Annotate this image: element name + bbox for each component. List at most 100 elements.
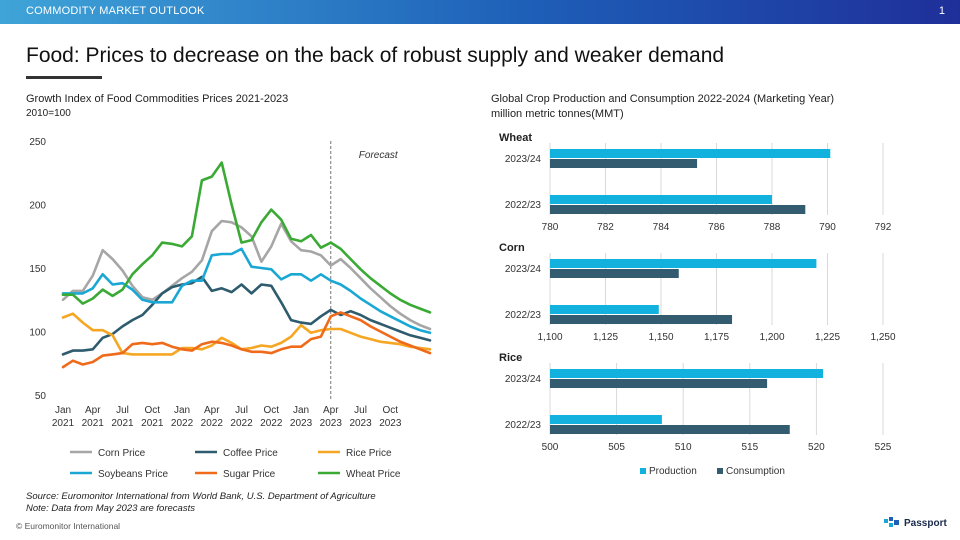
x-tick-year: 2023 bbox=[290, 418, 313, 429]
x-tick-month: Jan bbox=[174, 405, 190, 416]
panel-title: Wheat bbox=[499, 132, 532, 144]
category-label: 2022/23 bbox=[505, 200, 542, 211]
bar-consumption-2023-24 bbox=[550, 379, 768, 388]
x-tick-label: 505 bbox=[608, 442, 625, 453]
x-tick-month: Oct bbox=[383, 405, 399, 416]
x-tick-year: 2023 bbox=[349, 418, 372, 429]
x-tick-label: 510 bbox=[675, 442, 692, 453]
x-tick-year: 2022 bbox=[260, 418, 283, 429]
price-index-line-chart: 50 100 150 200 250 Forecast Jan 2021 Apr 2021 Jul 2… bbox=[29, 137, 432, 480]
source-footnote: Source: Euromonitor International from W… bbox=[26, 491, 376, 502]
x-tick-label: 786 bbox=[708, 222, 725, 233]
forecast-label: Forecast bbox=[359, 150, 399, 161]
x-tick-month: Jan bbox=[55, 405, 71, 416]
legend-label: Production bbox=[649, 466, 697, 477]
x-tick-year: 2022 bbox=[230, 418, 253, 429]
series-line-wheat-price bbox=[61, 161, 432, 314]
left-chart-title: Growth Index of Food Commodities Prices … bbox=[26, 93, 289, 105]
x-tick-year: 2022 bbox=[171, 418, 194, 429]
x-tick-label: 792 bbox=[875, 222, 892, 233]
x-tick-label: 1,200 bbox=[759, 332, 784, 343]
passport-logo: Passport bbox=[884, 517, 947, 529]
legend-label: Soybeans Price bbox=[98, 469, 168, 480]
legend-label: Wheat Price bbox=[346, 469, 401, 480]
x-tick-month: Jul bbox=[116, 405, 129, 416]
y-tick-label: 100 bbox=[29, 328, 46, 339]
series-line-coffee-price bbox=[61, 275, 432, 356]
note-footnote: Note: Data from May 2023 are forecasts bbox=[26, 503, 195, 514]
right-chart-title: Global Crop Production and Consumption 2… bbox=[491, 93, 835, 105]
series-line-rice-price bbox=[61, 312, 432, 356]
x-tick-month: Apr bbox=[323, 405, 339, 416]
x-tick-label: 525 bbox=[875, 442, 892, 453]
x-tick-label: 1,175 bbox=[704, 332, 729, 343]
x-tick-label: 500 bbox=[542, 442, 559, 453]
x-tick-year: 2023 bbox=[320, 418, 343, 429]
category-label: 2022/23 bbox=[505, 420, 542, 431]
legend-swatch bbox=[640, 468, 646, 474]
bar-production-2023-24 bbox=[550, 259, 817, 268]
header-bar: COMMODITY MARKET OUTLOOK 1 bbox=[0, 0, 960, 24]
page-title: Food: Prices to decrease on the back of … bbox=[26, 44, 725, 67]
bar-production-2022-23 bbox=[550, 305, 659, 314]
legend-label: Coffee Price bbox=[223, 448, 278, 459]
bar-consumption-2023-24 bbox=[550, 269, 679, 278]
left-chart-subtitle: 2010=100 bbox=[26, 108, 71, 119]
panel-title: Rice bbox=[499, 352, 522, 364]
bar-production-2023-24 bbox=[550, 149, 831, 158]
x-tick-label: 1,225 bbox=[815, 332, 840, 343]
x-tick-month: Jul bbox=[354, 405, 367, 416]
x-tick-label: 782 bbox=[597, 222, 614, 233]
panel-title: Corn bbox=[499, 242, 525, 254]
crop-production-bar-charts: Wheat 780 782 784 786 788 790 792 2023/24 2022/23… bbox=[499, 132, 896, 477]
x-tick-label: 788 bbox=[764, 222, 781, 233]
passport-logo-icon bbox=[884, 517, 899, 527]
x-tick-month: Apr bbox=[85, 405, 101, 416]
title-underline bbox=[26, 76, 102, 79]
legend-label: Consumption bbox=[726, 466, 785, 477]
bar-production-2022-23 bbox=[550, 415, 662, 424]
x-tick-label: 1,150 bbox=[648, 332, 673, 343]
section-title: COMMODITY MARKET OUTLOOK bbox=[26, 5, 205, 17]
x-tick-month: Jul bbox=[235, 405, 248, 416]
x-tick-label: 520 bbox=[808, 442, 825, 453]
bar-consumption-2023-24 bbox=[550, 159, 698, 168]
x-tick-label: 1,125 bbox=[593, 332, 618, 343]
x-tick-year: 2021 bbox=[52, 418, 75, 429]
x-tick-label: 1,250 bbox=[870, 332, 895, 343]
x-tick-year: 2021 bbox=[141, 418, 164, 429]
page-number: 1 bbox=[938, 5, 945, 17]
passport-brand: Passport bbox=[904, 517, 947, 529]
y-tick-label: 250 bbox=[29, 137, 46, 148]
x-tick-label: 780 bbox=[542, 222, 559, 233]
legend-label: Rice Price bbox=[346, 448, 392, 459]
series-line-soybeans-price bbox=[61, 247, 432, 335]
legend-label: Corn Price bbox=[98, 448, 146, 459]
x-tick-label: 515 bbox=[741, 442, 758, 453]
x-tick-year: 2022 bbox=[201, 418, 224, 429]
legend-swatch bbox=[717, 468, 723, 474]
x-tick-month: Jan bbox=[293, 405, 309, 416]
category-label: 2023/24 bbox=[505, 154, 542, 165]
category-label: 2023/24 bbox=[505, 264, 542, 275]
legend-label: Sugar Price bbox=[223, 469, 276, 480]
copyright: © Euromonitor International bbox=[16, 521, 121, 531]
category-label: 2022/23 bbox=[505, 310, 542, 321]
bar-production-2023-24 bbox=[550, 369, 824, 378]
y-tick-label: 200 bbox=[29, 201, 46, 212]
x-tick-label: 784 bbox=[653, 222, 670, 233]
y-tick-label: 50 bbox=[35, 391, 47, 402]
category-label: 2023/24 bbox=[505, 374, 542, 385]
x-tick-year: 2021 bbox=[82, 418, 105, 429]
x-tick-month: Oct bbox=[264, 405, 280, 416]
series-line-sugar-price bbox=[61, 311, 432, 369]
bar-consumption-2022-23 bbox=[550, 205, 806, 214]
x-tick-month: Apr bbox=[204, 405, 220, 416]
bar-consumption-2022-23 bbox=[550, 425, 790, 434]
right-chart-subtitle: million metric tonnes(MMT) bbox=[491, 108, 624, 120]
x-tick-label: 1,100 bbox=[537, 332, 562, 343]
x-tick-year: 2021 bbox=[111, 418, 134, 429]
y-tick-label: 150 bbox=[29, 264, 46, 275]
series-line-corn-price bbox=[61, 219, 432, 331]
bar-production-2022-23 bbox=[550, 195, 772, 204]
